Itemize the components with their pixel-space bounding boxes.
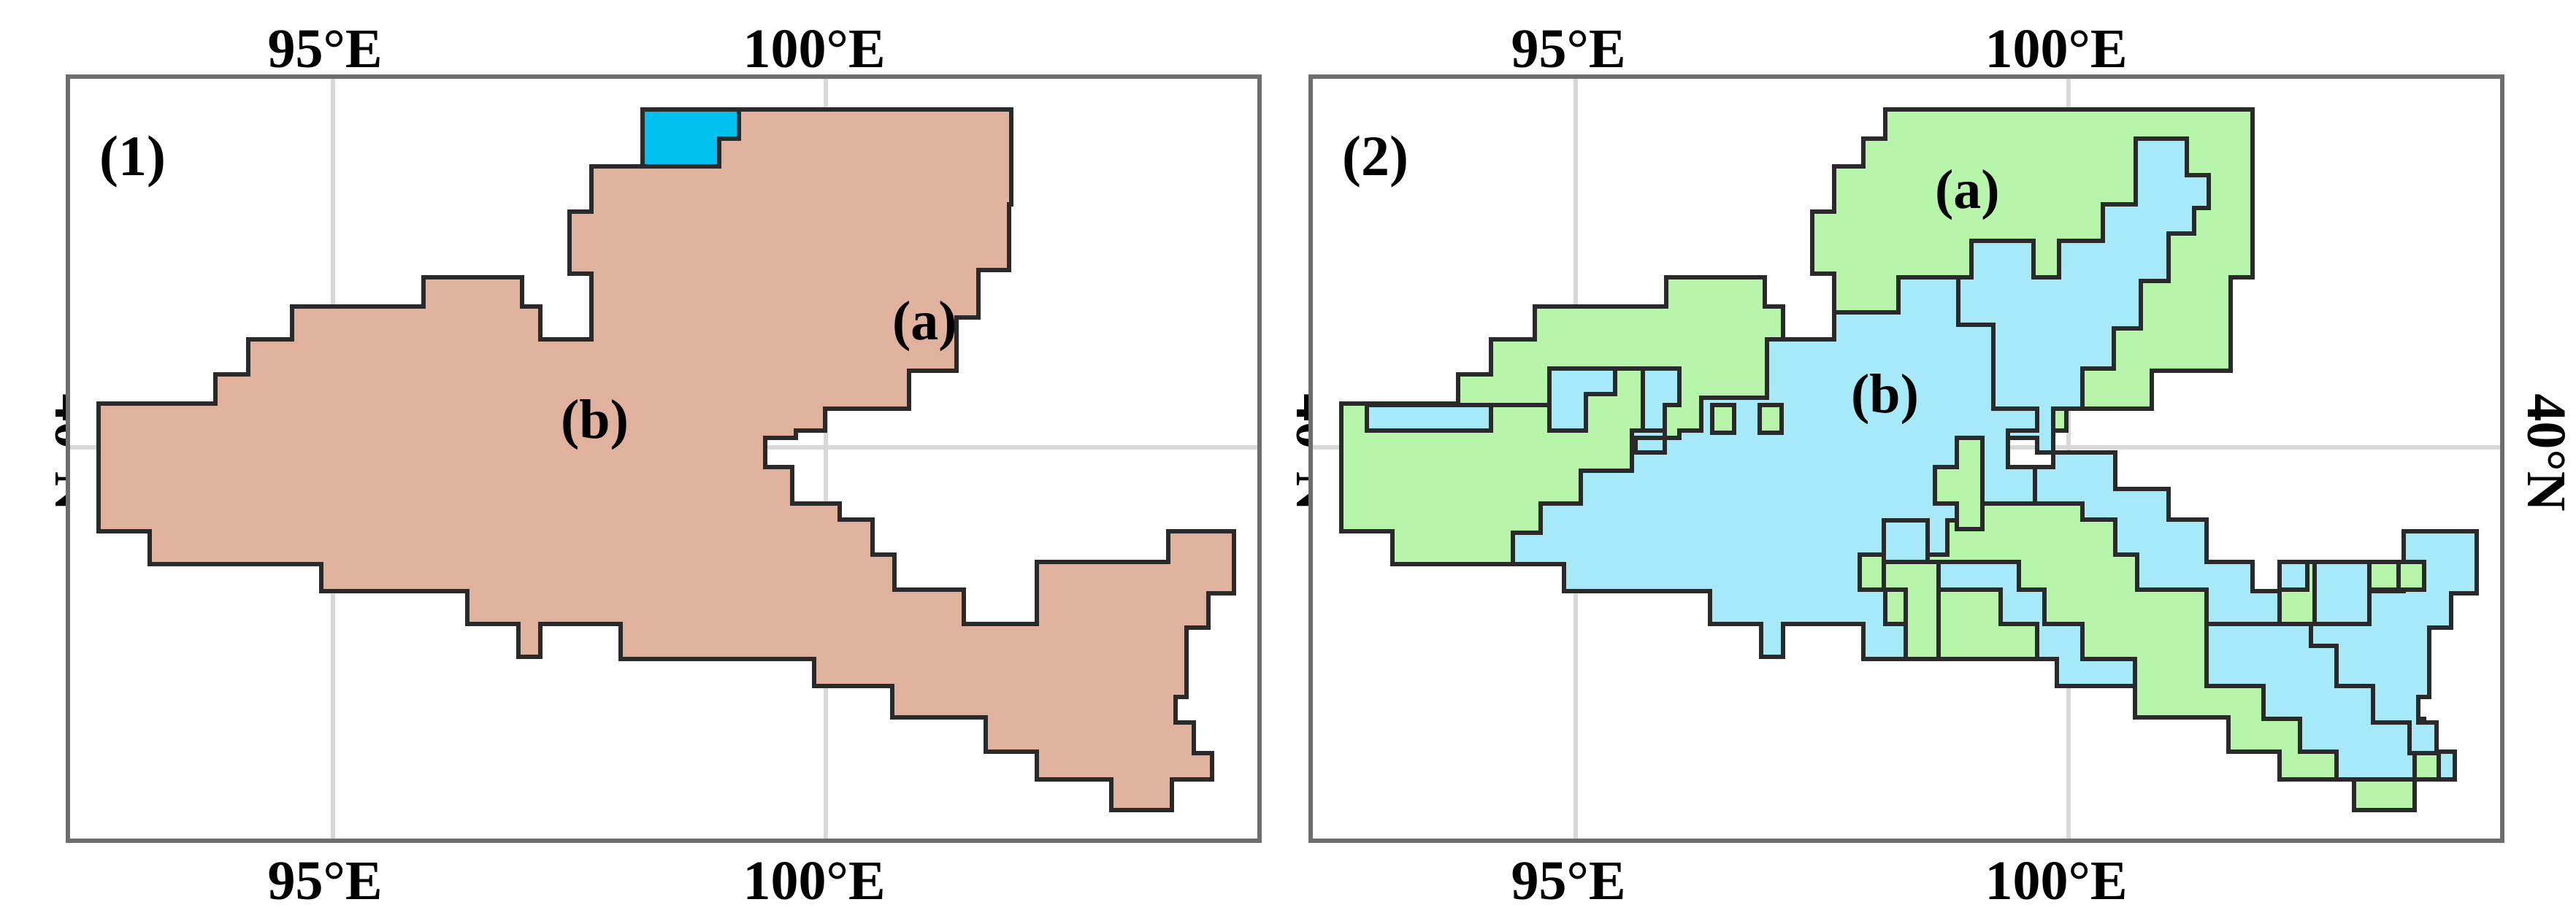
bottom-tick-100e-2: 100°E: [1985, 850, 2127, 912]
top-tick-100e: 100°E: [743, 18, 885, 80]
top-tick-95e-2: 95°E: [1511, 18, 1625, 80]
right-tick-40n-2: 40°N: [2515, 393, 2576, 511]
region-b-polygon: [96, 107, 1236, 812]
bottom-tick-100e: 100°E: [743, 850, 885, 912]
green-inclusion-2: [1757, 403, 1784, 435]
panel-label-2: (2): [1342, 124, 1408, 188]
green-inclusion-1: [1710, 403, 1736, 435]
panel-2: 95°E 100°E 95°E 100°E 40°N 40°N (2) (a) …: [1284, 18, 2576, 912]
green-inclusion-4: [1882, 560, 1941, 661]
panel-1: 95°E 100°E 95°E 100°E 40°N (1) (a) (b): [43, 18, 1262, 912]
green-inclusion-3: [1933, 436, 1985, 531]
top-tick-95e: 95°E: [267, 18, 382, 80]
map-frame-1: [66, 74, 1262, 843]
region-a-label-2: (a): [1935, 159, 2000, 220]
green-inclusion-5: [2396, 560, 2426, 592]
top-tick-100e-2: 100°E: [1985, 18, 2127, 80]
map-frame-2: [1308, 74, 2504, 843]
bottom-tick-95e: 95°E: [267, 850, 382, 912]
region-b-east-block-2: [2309, 529, 2479, 755]
region-b-label-2: (b): [1851, 363, 1919, 425]
bottom-tick-95e-2: 95°E: [1511, 850, 1625, 912]
region-b-label-1: (b): [561, 389, 629, 450]
panel-label-1: (1): [99, 124, 166, 188]
region-a-label-1: (a): [892, 290, 957, 352]
region-b-south-strip-2: [1882, 518, 2137, 688]
